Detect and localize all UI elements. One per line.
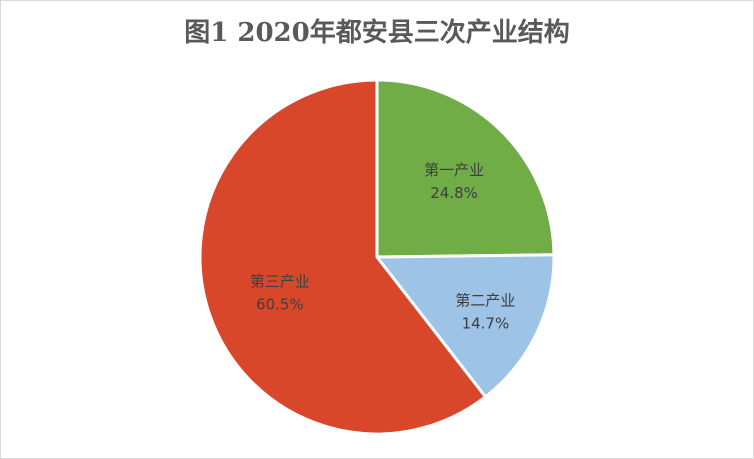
pie-slice-1 [375,78,556,259]
slice-value-label-3: 60.5% [256,295,304,313]
pie-labels: 第一产业 24.8% 第二产业 14.7% 第三产业 60.5% [250,161,516,332]
slice-value-label-2: 14.7% [462,314,510,332]
pie-slice-2 [375,253,556,399]
pie-slice-3 [198,78,487,436]
slice-value-label-1: 24.8% [430,184,478,202]
chart-title: 图1 2020年都安县三次产业结构 [184,18,570,48]
slice-label-3: 第三产业 [250,272,310,290]
slice-label-2: 第二产业 [455,291,515,309]
slice-label-1: 第一产业 [424,161,484,179]
pie-slices [198,78,556,436]
